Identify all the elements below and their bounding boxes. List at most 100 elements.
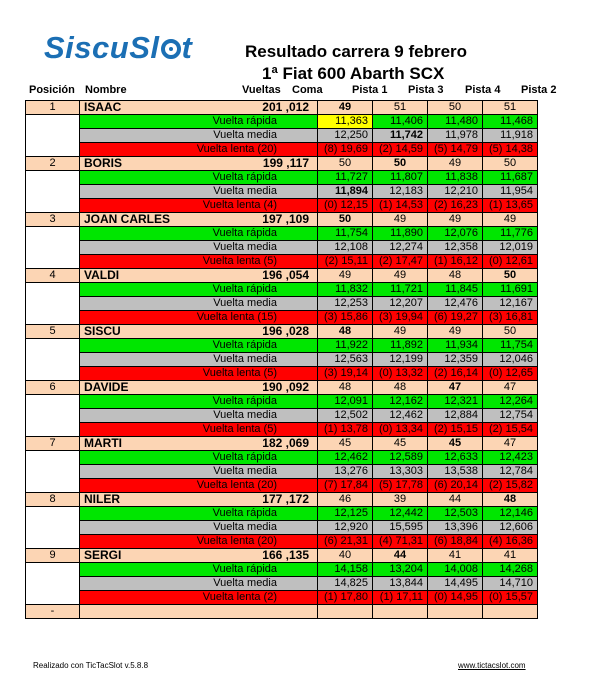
lap-time-cell: 14,268 <box>482 562 538 577</box>
pista-laps-cell: 48 <box>317 380 373 395</box>
position-spacer-cell <box>25 520 80 535</box>
coma-value: ,172 <box>285 492 309 506</box>
lap-time-cell: 12,019 <box>482 240 538 255</box>
avg-lap-row: Vuelta media 12,502 12,462 12,884 12,754 <box>25 408 538 423</box>
lap-label-cell: Vuelta lenta (5) <box>79 254 318 269</box>
racer-name-laps-cell: MARTI 182 ,069 <box>79 436 318 451</box>
lap-label-cell: Vuelta media <box>79 128 318 143</box>
avg-lap-row: Vuelta media 12,563 12,199 12,359 12,046 <box>25 352 538 367</box>
lap-time-cell: 12,503 <box>427 506 483 521</box>
pista-laps-cell: 45 <box>372 436 428 451</box>
lap-time-cell: 12,264 <box>482 394 538 409</box>
lap-time-cell: 11,922 <box>317 338 373 353</box>
lap-label-cell: Vuelta rápida <box>79 170 318 185</box>
lap-time-cell: (4) 71,31 <box>372 534 428 549</box>
empty-cell <box>482 604 538 619</box>
lap-time-cell: 15,595 <box>372 520 428 535</box>
pista-laps-cell: 50 <box>482 156 538 171</box>
lap-time-cell: 12,442 <box>372 506 428 521</box>
lap-time-cell: 11,691 <box>482 282 538 297</box>
position-cell: - <box>25 604 80 619</box>
footer-link[interactable]: www.tictacslot.com <box>458 661 526 670</box>
lap-time-cell: 12,502 <box>317 408 373 423</box>
lap-label-cell: Vuelta rápida <box>79 282 318 297</box>
lap-time-cell: 14,158 <box>317 562 373 577</box>
slow-lap-row: Vuelta lenta (20) (7) 17,84 (5) 17,78 (6) 2… <box>25 478 538 493</box>
fast-lap-row: Vuelta rápida 11,832 11,721 11,845 11,691 <box>25 282 538 297</box>
laps-coma: 201 ,012 <box>262 100 309 114</box>
racer-name: MARTI <box>84 436 122 450</box>
position-spacer-cell <box>25 576 80 591</box>
lap-time-cell: 12,046 <box>482 352 538 367</box>
lap-time-cell: 11,406 <box>372 114 428 129</box>
lap-time-cell: 11,363 <box>317 114 373 129</box>
lap-time-cell: 11,754 <box>482 338 538 353</box>
position-spacer-cell <box>25 366 80 381</box>
position-spacer-cell <box>25 142 80 157</box>
position-spacer-cell <box>25 184 80 199</box>
coma-value: ,012 <box>285 100 309 114</box>
racer-name: VALDI <box>84 268 120 282</box>
header-pista-1: Pista 1 <box>352 84 388 96</box>
lap-label-cell: Vuelta lenta (20) <box>79 142 318 157</box>
racer-name: DAVIDE <box>84 380 129 394</box>
pista-laps-cell: 41 <box>482 548 538 563</box>
lap-label-cell: Vuelta media <box>79 576 318 591</box>
lap-time-cell: 11,892 <box>372 338 428 353</box>
position-spacer-cell <box>25 408 80 423</box>
pista-laps-cell: 48 <box>317 324 373 339</box>
fast-lap-row: Vuelta rápida 14,158 13,204 14,008 14,268 <box>25 562 538 577</box>
lap-time-cell: 12,321 <box>427 394 483 409</box>
lap-time-cell: (8) 19,69 <box>317 142 373 157</box>
lap-label-cell: Vuelta lenta (20) <box>79 478 318 493</box>
racer-name: ISAAC <box>84 100 122 114</box>
lap-time-cell: 12,462 <box>317 450 373 465</box>
laps-value: 166 <box>262 548 283 562</box>
slow-lap-row: Vuelta lenta (5) (3) 19,14 (0) 13,32 (2) 16… <box>25 366 538 381</box>
lap-time-cell: (2) 16,23 <box>427 198 483 213</box>
pista-laps-cell: 51 <box>372 100 428 115</box>
lap-label-cell: Vuelta media <box>79 464 318 479</box>
racer-row: 2 BORIS 199 ,117 50 50 49 50 <box>25 156 538 171</box>
racer-name-laps-cell: JOAN CARLES 197 ,109 <box>79 212 318 227</box>
lap-time-cell: (4) 16,36 <box>482 534 538 549</box>
header-pista-3: Pista 3 <box>408 84 444 96</box>
lap-time-cell: (2) 15,15 <box>427 422 483 437</box>
lap-time-cell: 12,162 <box>372 394 428 409</box>
racer-name-laps-cell: SERGI 166 ,135 <box>79 548 318 563</box>
position-cell: 1 <box>25 100 80 115</box>
pista-laps-cell: 49 <box>427 156 483 171</box>
pista-laps-cell: 49 <box>317 100 373 115</box>
position-spacer-cell <box>25 562 80 577</box>
laps-coma: 182 ,069 <box>262 438 309 450</box>
laps-value: 177 <box>262 492 283 506</box>
page-subtitle: 1ª Fiat 600 Abarth SCX <box>262 64 445 83</box>
lap-time-cell: 12,920 <box>317 520 373 535</box>
racer-name: SERGI <box>84 548 122 562</box>
fast-lap-row: Vuelta rápida 12,091 12,162 12,321 12,264 <box>25 394 538 409</box>
position-spacer-cell <box>25 506 80 521</box>
page-title: Resultado carrera 9 febrero <box>245 42 468 61</box>
lap-time-cell: 11,807 <box>372 170 428 185</box>
lap-time-cell: 14,008 <box>427 562 483 577</box>
lap-time-cell: 12,125 <box>317 506 373 521</box>
lap-time-cell: 12,253 <box>317 296 373 311</box>
position-spacer-cell <box>25 394 80 409</box>
lap-time-cell: 12,423 <box>482 450 538 465</box>
lap-time-cell: 12,091 <box>317 394 373 409</box>
lap-time-cell: 13,303 <box>372 464 428 479</box>
pista-laps-cell: 40 <box>317 548 373 563</box>
lap-time-cell: (1) 16,12 <box>427 254 483 269</box>
lap-time-cell: (0) 13,32 <box>372 366 428 381</box>
avg-lap-row: Vuelta media 12,250 11,742 11,978 11,918 <box>25 128 538 143</box>
header-vueltas: Vueltas <box>242 84 281 96</box>
lap-time-cell: 14,825 <box>317 576 373 591</box>
lap-time-cell: (6) 18,84 <box>427 534 483 549</box>
pista-laps-cell: 41 <box>427 548 483 563</box>
coma-value: ,092 <box>285 380 309 394</box>
lap-time-cell: 12,462 <box>372 408 428 423</box>
lap-time-cell: (3) 16,81 <box>482 310 538 325</box>
position-cell: 8 <box>25 492 80 507</box>
racer-row: 3 JOAN CARLES 197 ,109 50 49 49 49 <box>25 212 538 227</box>
lap-time-cell: 13,276 <box>317 464 373 479</box>
